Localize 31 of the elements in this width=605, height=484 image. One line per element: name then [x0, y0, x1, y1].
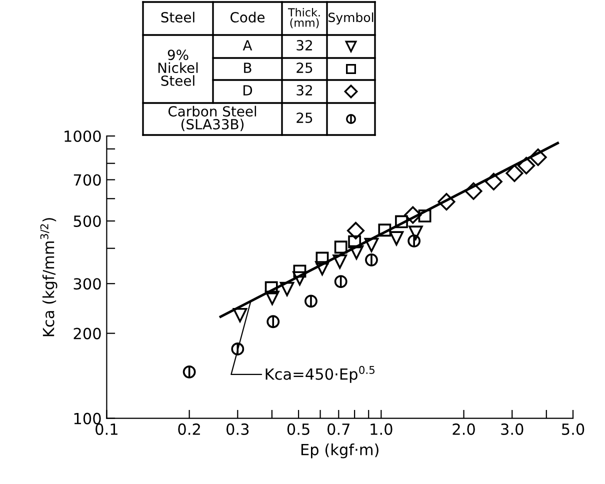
text: 25	[296, 62, 312, 74]
x-tick-label: 0.2	[178, 423, 200, 435]
text: Symbol	[328, 12, 374, 25]
text: 32	[296, 40, 312, 51]
text: 32	[296, 85, 312, 96]
x-tick-label: 0.5	[287, 423, 310, 435]
y-tick-label: 1000	[64, 130, 101, 142]
text: 25	[296, 112, 312, 124]
x-tick-label: 5.0	[562, 423, 584, 435]
text: Thick. (mm)	[288, 8, 320, 28]
text: A	[242, 40, 252, 50]
text: Code	[230, 12, 265, 23]
x-tick-label: 2.0	[452, 423, 475, 435]
x-tick-label: 3.0	[501, 423, 524, 435]
x-tick-label: 0.7	[328, 423, 350, 435]
y-tick-label: 500	[74, 215, 101, 227]
text: B	[244, 62, 252, 73]
y-axis-title: Kca (kgf/mm$^{3/2}$)	[40, 218, 58, 336]
annotation: Kca=450·Ep$^{0.5}$	[266, 366, 374, 383]
text: 9% Nickel Steel	[158, 50, 198, 86]
x-axis-title: Ep (kgf·m)	[301, 444, 378, 458]
x-tick-label: 0.1	[96, 423, 118, 435]
y-tick-label: 700	[74, 174, 101, 186]
text: Steel	[161, 12, 194, 23]
x-tick-label: 0.3	[226, 423, 249, 435]
y-tick-label: 200	[74, 328, 101, 340]
y-tick-label: 100	[74, 412, 101, 424]
y-tick-label: 300	[74, 278, 101, 290]
x-tick-label: 1.0	[370, 423, 392, 435]
text: Carbon Steel (SLA33B)	[168, 106, 256, 132]
text: D	[244, 85, 252, 96]
